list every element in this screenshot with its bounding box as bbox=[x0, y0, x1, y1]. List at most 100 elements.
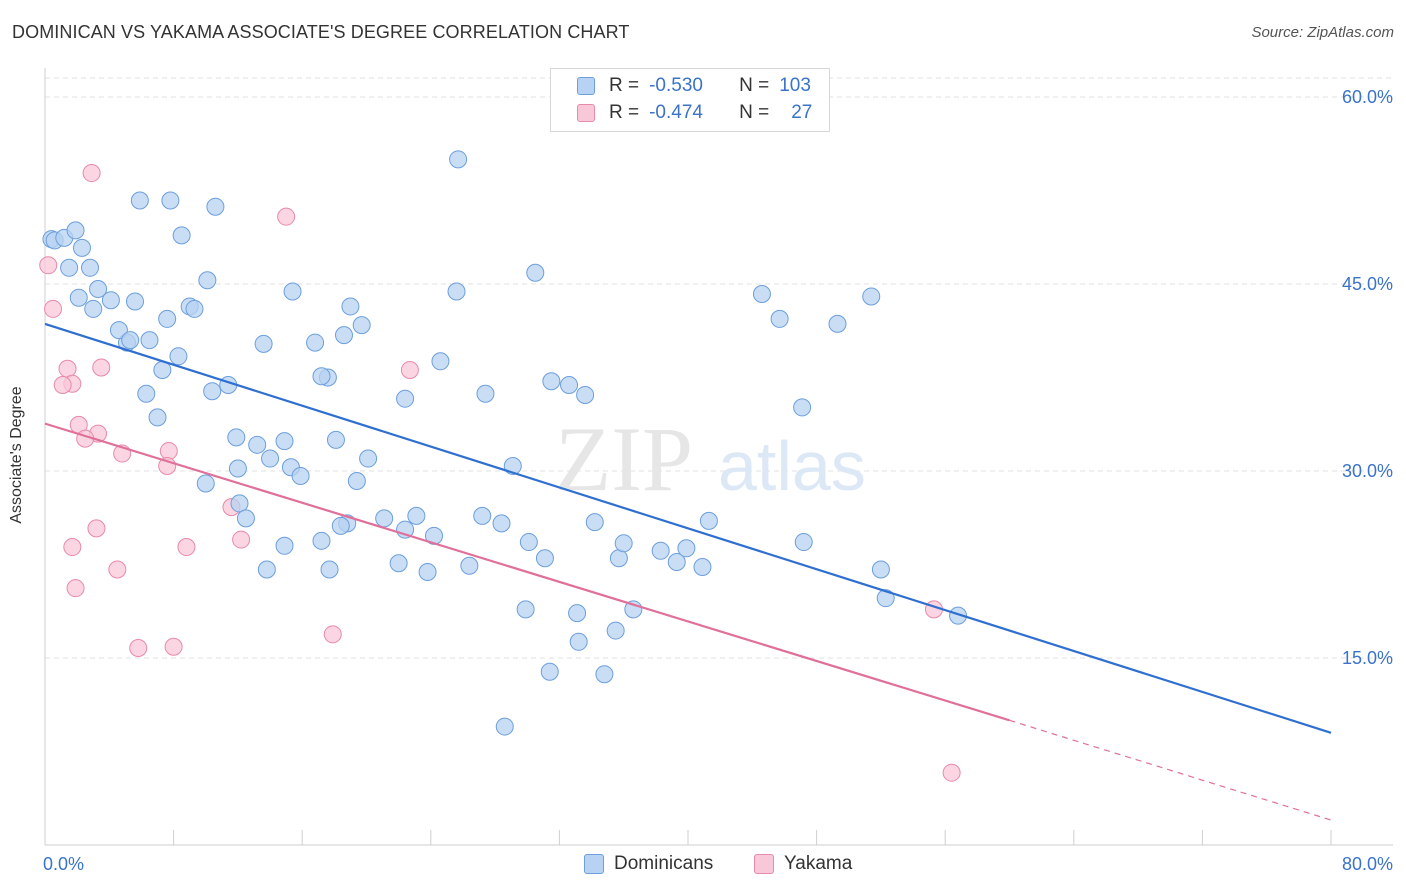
data-point-dominicans bbox=[312, 531, 331, 550]
stats-row-yakama: R = -0.474 N = 27 bbox=[551, 100, 812, 126]
legend-item-yakama: Yakama bbox=[754, 852, 852, 876]
data-point-dominicans bbox=[447, 282, 466, 301]
n-label: N = bbox=[739, 75, 770, 96]
y-tick-label: 30.0% bbox=[1342, 461, 1393, 481]
data-point-dominicans bbox=[185, 299, 204, 318]
y-tick-label: 60.0% bbox=[1342, 87, 1393, 107]
data-point-yakama bbox=[400, 361, 419, 380]
n-value: 27 bbox=[791, 102, 813, 123]
data-point-dominicans bbox=[516, 600, 535, 619]
x-tick-label: 80.0% bbox=[1342, 854, 1393, 874]
data-point-dominicans bbox=[519, 533, 538, 552]
dominicans-swatch bbox=[577, 77, 595, 95]
data-point-dominicans bbox=[69, 288, 88, 307]
legend-label: Yakama bbox=[784, 853, 853, 874]
dominicans-swatch bbox=[584, 854, 604, 874]
grid-lines bbox=[45, 77, 1393, 659]
data-point-dominicans bbox=[121, 331, 140, 350]
data-point-dominicans bbox=[169, 347, 188, 366]
data-point-dominicans bbox=[254, 334, 273, 353]
data-point-yakama bbox=[277, 207, 296, 226]
data-point-dominicans bbox=[130, 191, 149, 210]
data-point-dominicans bbox=[72, 238, 91, 257]
source-credit: Source: ZipAtlas.com bbox=[1251, 24, 1394, 41]
data-point-dominicans bbox=[752, 284, 771, 303]
data-point-yakama bbox=[108, 560, 127, 579]
data-point-yakama bbox=[63, 538, 82, 557]
data-point-dominicans bbox=[535, 549, 554, 568]
data-point-dominicans bbox=[312, 367, 331, 386]
data-point-dominicans bbox=[203, 382, 222, 401]
r-value: -0.474 bbox=[649, 102, 703, 123]
legend-item-dominicans: Dominicans bbox=[584, 852, 713, 876]
data-point-yakama bbox=[87, 519, 106, 538]
data-point-dominicans bbox=[81, 258, 100, 277]
data-point-dominicans bbox=[172, 226, 191, 245]
data-point-dominicans bbox=[248, 435, 267, 454]
data-point-dominicans bbox=[476, 384, 495, 403]
data-point-dominicans bbox=[341, 297, 360, 316]
data-point-yakama bbox=[232, 530, 251, 549]
data-point-dominicans bbox=[230, 494, 249, 513]
chart-title: DOMINICAN VS YAKAMA ASSOCIATE'S DEGREE C… bbox=[12, 22, 630, 42]
data-point-dominicans bbox=[542, 372, 561, 391]
series-legend: Dominicans Yakama bbox=[0, 852, 1406, 876]
data-point-yakama bbox=[129, 639, 148, 658]
data-point-dominicans bbox=[576, 385, 595, 404]
data-point-dominicans bbox=[283, 282, 302, 301]
data-point-dominicans bbox=[66, 221, 85, 240]
series-yakama bbox=[39, 164, 961, 782]
data-point-dominicans bbox=[275, 432, 294, 451]
data-point-yakama bbox=[39, 256, 58, 275]
watermark-atlas: atlas bbox=[718, 427, 866, 505]
data-point-dominicans bbox=[492, 514, 511, 533]
watermark-zip: ZIP bbox=[555, 408, 693, 510]
data-point-dominicans bbox=[431, 352, 450, 371]
data-point-dominicans bbox=[109, 321, 128, 340]
data-point-dominicans bbox=[595, 665, 614, 684]
data-point-dominicans bbox=[609, 549, 628, 568]
data-point-dominicans bbox=[161, 191, 180, 210]
data-point-dominicans bbox=[396, 389, 415, 408]
data-point-dominicans bbox=[60, 258, 79, 277]
data-point-dominicans bbox=[449, 150, 468, 169]
data-point-dominicans bbox=[569, 632, 588, 651]
n-label: N = bbox=[739, 102, 770, 123]
data-point-yakama bbox=[323, 625, 342, 644]
r-label: R = bbox=[609, 75, 640, 96]
trend-line-yakama bbox=[44, 422, 1010, 722]
data-point-dominicans bbox=[871, 560, 890, 579]
data-point-dominicans bbox=[306, 333, 325, 352]
data-point-dominicans bbox=[418, 562, 437, 581]
y-tick-label: 45.0% bbox=[1342, 274, 1393, 294]
data-point-dominicans bbox=[407, 506, 426, 525]
data-point-yakama bbox=[58, 359, 77, 378]
data-point-dominicans bbox=[158, 309, 177, 328]
data-point-dominicans bbox=[793, 398, 812, 417]
stats-legend: R = -0.530 N = 103 R = -0.474 N = 27 bbox=[550, 68, 830, 132]
watermark: ZIP atlas bbox=[555, 408, 866, 510]
data-point-dominicans bbox=[236, 509, 255, 528]
data-point-dominicans bbox=[614, 534, 633, 553]
data-point-dominicans bbox=[261, 449, 280, 468]
data-point-yakama bbox=[164, 637, 183, 656]
data-point-dominicans bbox=[334, 326, 353, 345]
data-point-dominicans bbox=[949, 606, 968, 625]
data-point-dominicans bbox=[495, 717, 514, 736]
trend-lines bbox=[44, 322, 1332, 821]
data-point-dominicans bbox=[460, 556, 479, 575]
data-point-dominicans bbox=[540, 662, 559, 681]
data-point-dominicans bbox=[206, 197, 225, 216]
stats-row-dominicans: R = -0.530 N = 103 bbox=[551, 73, 811, 99]
data-point-dominicans bbox=[196, 474, 215, 493]
data-point-dominicans bbox=[828, 314, 847, 333]
data-point-dominicans bbox=[126, 292, 145, 311]
yakama-swatch bbox=[754, 854, 774, 874]
trend-line-dominicans bbox=[44, 322, 1332, 734]
data-point-yakama bbox=[66, 579, 85, 598]
data-point-dominicans bbox=[693, 557, 712, 576]
data-point-dominicans bbox=[375, 509, 394, 528]
data-point-dominicans bbox=[568, 604, 587, 623]
data-point-yakama bbox=[942, 763, 961, 782]
